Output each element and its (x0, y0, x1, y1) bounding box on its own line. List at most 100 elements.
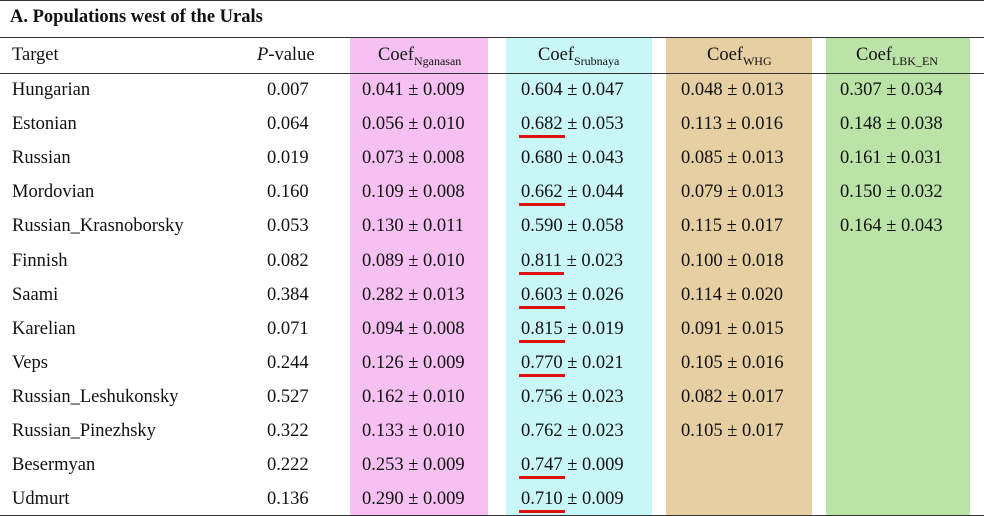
srubnaya-error: ± 0.009 (562, 489, 624, 510)
srubnaya-error: ± 0.044 (562, 182, 624, 203)
coef-whg-cell: 0.113 ± 0.016 (681, 114, 783, 135)
srubnaya-value-underlined: 0.811 (519, 250, 564, 275)
p-value-cell: 0.244 (267, 352, 309, 373)
srubnaya-value: 0.604 (521, 80, 563, 100)
coef-nganasan-cell: 0.162 ± 0.010 (362, 386, 465, 407)
target-cell: Russian_Pinezhsky (12, 421, 156, 441)
coef-whg-cell: 0.048 ± 0.013 (681, 80, 784, 100)
coef-whg-cell: 0.082 ± 0.017 (681, 386, 784, 407)
coef-srubnaya-cell: 0.811 ± 0.023 (519, 250, 623, 275)
srubnaya-value: 0.762 (521, 421, 563, 441)
p-value-cell: 0.064 (267, 114, 309, 135)
coef-srubnaya-cell: 0.762 ± 0.023 (521, 420, 624, 442)
header-lbk-sub: LBK_EN (891, 54, 938, 68)
coef-whg-cell: 0.115 ± 0.017 (681, 216, 783, 237)
header-whg-sub: WHG (742, 54, 772, 68)
coef-nganasan-cell: 0.126 ± 0.009 (362, 352, 465, 373)
table-row: Russian 0.019 0.073 ± 0.008 0.680 ± 0.043 0.… (0, 141, 984, 175)
header-bottom-rule (0, 73, 984, 74)
coef-srubnaya-cell: 0.680 ± 0.043 (521, 147, 624, 169)
coef-nganasan-cell: 0.282 ± 0.013 (362, 284, 465, 305)
srubnaya-error: ± 0.019 (562, 318, 624, 339)
target-cell: Hungarian (12, 80, 91, 100)
header-coef-label: Coef (856, 45, 892, 65)
srubnaya-value-underlined: 0.682 (519, 114, 565, 139)
table-row: Finnish 0.082 0.089 ± 0.010 0.811 ± 0.023 0.… (0, 244, 984, 278)
header-srubnaya-sub: Srubnaya (573, 54, 620, 68)
target-cell: Russian_Leshukonsky (12, 386, 179, 407)
target-cell: Estonian (12, 114, 77, 135)
srubnaya-error: ± 0.023 (561, 250, 623, 271)
target-cell: Besermyan (12, 455, 96, 476)
p-value-cell: 0.053 (267, 216, 309, 237)
coef-srubnaya-cell: 0.710 ± 0.009 (519, 488, 624, 514)
coef-srubnaya-cell: 0.603 ± 0.026 (519, 284, 624, 309)
target-cell: Mordovian (12, 182, 95, 203)
srubnaya-error: ± 0.023 (562, 386, 624, 407)
coef-nganasan-cell: 0.094 ± 0.008 (362, 318, 465, 339)
srubnaya-value: 0.590 (521, 216, 563, 237)
srubnaya-column-band (506, 38, 652, 516)
coef-whg-cell: 0.105 ± 0.016 (681, 352, 784, 373)
header-coef-srubnaya: CoefSrubnaya (538, 44, 620, 68)
coef-srubnaya-cell: 0.747 ± 0.009 (519, 454, 624, 480)
target-cell: Russian_Krasnoborsky (12, 216, 184, 237)
coef-lbk-cell: 0.307 ± 0.034 (840, 80, 943, 100)
header-coef-label: Coef (378, 45, 414, 65)
srubnaya-error: ± 0.023 (562, 421, 624, 441)
header-coef-label: Coef (538, 45, 574, 65)
p-value-cell: 0.384 (267, 284, 309, 305)
coef-nganasan-cell: 0.133 ± 0.010 (362, 421, 465, 441)
header-p-rest: -value (268, 45, 315, 65)
srubnaya-value-underlined: 0.770 (519, 352, 565, 377)
header-coef-whg: CoefWHG (707, 44, 772, 68)
coef-srubnaya-cell: 0.604 ± 0.047 (521, 79, 624, 101)
table-row: Estonian 0.064 0.056 ± 0.010 0.682 ± 0.053 0… (0, 107, 984, 141)
coef-nganasan-cell: 0.109 ± 0.008 (362, 182, 465, 203)
header-top-rule (0, 37, 984, 38)
target-cell: Karelian (12, 318, 76, 339)
coef-nganasan-cell: 0.130 ± 0.011 (362, 216, 464, 237)
header-coef-nganasan: CoefNganasan (378, 44, 461, 67)
coef-lbk-cell: 0.161 ± 0.031 (840, 148, 943, 169)
srubnaya-value-underlined: 0.662 (519, 182, 565, 207)
target-cell: Saami (12, 284, 59, 305)
coef-whg-cell: 0.114 ± 0.020 (681, 284, 783, 305)
srubnaya-error: ± 0.021 (562, 352, 624, 373)
coef-srubnaya-cell: 0.815 ± 0.019 (519, 318, 624, 343)
srubnaya-error: ± 0.047 (562, 80, 624, 100)
target-cell: Finnish (12, 250, 68, 271)
coef-lbk-cell: 0.164 ± 0.043 (840, 216, 943, 237)
coef-whg-cell: 0.085 ± 0.013 (681, 148, 784, 169)
table-row: Russian_Krasnoborsky 0.053 0.130 ± 0.011 0.… (0, 209, 984, 243)
coef-nganasan-cell: 0.056 ± 0.010 (362, 114, 465, 135)
lbk-column-band (826, 38, 970, 516)
header-coef-lbk: CoefLBK_EN (856, 44, 938, 68)
target-cell: Russian (12, 148, 71, 169)
header-p-italic: P (257, 45, 269, 65)
coef-srubnaya-cell: 0.590 ± 0.058 (521, 215, 624, 237)
table-row: Udmurt 0.136 0.290 ± 0.009 0.710 ± 0.009 (0, 482, 984, 516)
p-value-cell: 0.136 (267, 489, 309, 510)
p-value-cell: 0.019 (267, 148, 309, 169)
nganasan-column-band (350, 38, 488, 516)
srubnaya-error: ± 0.026 (562, 284, 624, 305)
srubnaya-value-underlined: 0.710 (519, 489, 565, 514)
p-value-cell: 0.527 (267, 386, 309, 407)
coef-whg-cell: 0.079 ± 0.013 (681, 182, 784, 203)
header-p-value: P-value (257, 44, 315, 66)
target-cell: Veps (12, 352, 48, 373)
header-target: Target (12, 45, 59, 65)
table-row: Russian_Leshukonsky 0.527 0.162 ± 0.010 0.7… (0, 380, 984, 414)
coef-srubnaya-cell: 0.682 ± 0.053 (519, 113, 624, 139)
p-value-cell: 0.322 (267, 421, 309, 441)
coef-whg-cell: 0.105 ± 0.017 (681, 421, 784, 441)
table-row: Russian_Pinezhsky 0.322 0.133 ± 0.010 0.762… (0, 414, 984, 448)
table-row: Veps 0.244 0.126 ± 0.009 0.770 ± 0.021 0.105… (0, 346, 984, 380)
coef-whg-cell: 0.091 ± 0.015 (681, 318, 784, 339)
table-row: Saami 0.384 0.282 ± 0.013 0.603 ± 0.026 0.11… (0, 278, 984, 312)
coef-nganasan-cell: 0.253 ± 0.009 (362, 455, 465, 476)
srubnaya-error: ± 0.043 (562, 148, 624, 169)
section-title: A. Populations west of the Urals (10, 7, 263, 27)
